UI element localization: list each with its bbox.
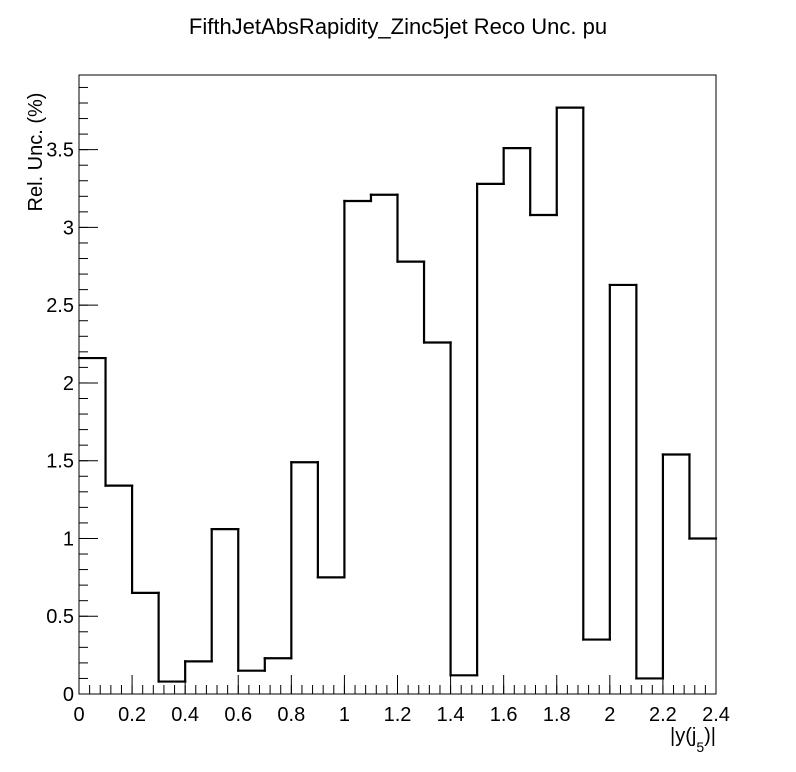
x-axis-label-end: )| — [704, 725, 716, 747]
x-tick-label: 1.2 — [384, 704, 412, 726]
x-tick-label: 1.4 — [437, 704, 465, 726]
x-axis-label-subscript: 5 — [696, 739, 704, 755]
y-axis-label: Rel. Unc. (%) — [25, 93, 47, 212]
x-tick-label: 0.6 — [224, 704, 252, 726]
x-tick-label: 2 — [604, 704, 615, 726]
y-tick-label: 2.5 — [46, 295, 74, 317]
y-tick-label: 0 — [63, 684, 74, 706]
y-tick-label: 2 — [63, 373, 74, 395]
y-tick-label: 1.5 — [46, 451, 74, 473]
chart-title: FifthJetAbsRapidity_Zinc5jet Reco Unc. p… — [189, 14, 607, 39]
x-tick-label: 0.2 — [118, 704, 146, 726]
x-axis-label-main: |y(j — [670, 725, 696, 747]
plot-frame — [78, 74, 717, 695]
y-tick-label: 1 — [63, 528, 74, 550]
plot-area: 0 0.2 0.4 0.6 0.8 1 1.2 1.4 1.6 1.8 2 2.2 2.4 0 0.5 1 1.… — [46, 74, 730, 726]
x-tick-label: 1.8 — [543, 704, 571, 726]
x-tick-label: 2.4 — [702, 704, 730, 726]
x-tick-label: 2.2 — [649, 704, 677, 726]
y-tick-label: 0.5 — [46, 606, 74, 628]
y-tick-label: 3 — [63, 217, 74, 239]
y-tick-label: 3.5 — [46, 140, 74, 162]
x-tick-label: 0.8 — [277, 704, 305, 726]
x-tick-label: 1.6 — [490, 704, 518, 726]
x-tick-label: 0.4 — [171, 704, 199, 726]
x-tick-label: 1 — [339, 704, 350, 726]
x-tick-label: 0 — [73, 704, 84, 726]
x-axis-label: |y(j5)| — [670, 725, 716, 755]
